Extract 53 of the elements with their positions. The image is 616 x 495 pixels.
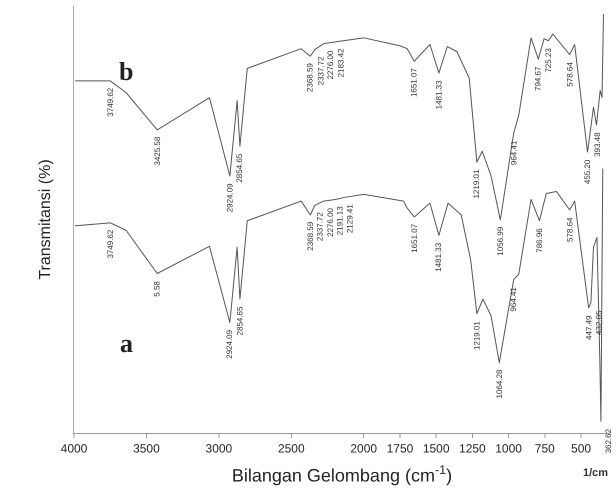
annotation: 1651.07 [410, 223, 419, 253]
y-axis-title: Transmitansi (%) [36, 159, 54, 280]
x-tick-label: 750 [534, 441, 556, 456]
annotation: 3749.62 [106, 87, 115, 117]
annotation: 393.48 [593, 132, 602, 157]
text: a [120, 329, 133, 358]
annotation: 2368.59 [306, 62, 315, 92]
x-tick-label: 3500 [133, 441, 160, 456]
x-tick-label: 2000 [350, 441, 378, 456]
x-tick-label: 1500 [422, 441, 450, 456]
annotation: 2854.65 [235, 306, 244, 336]
annotation: 2854.65 [235, 153, 244, 183]
annotation: 794.67 [534, 66, 543, 92]
x-tick-label: 1000 [495, 441, 522, 456]
annotation: 725.23 [544, 48, 554, 73]
annotation: 2191.13 [335, 206, 344, 236]
annotation: 578.64 [566, 62, 575, 87]
annotation: 362.62 [604, 428, 613, 454]
annotation: 447.49 [584, 314, 594, 340]
annotation: 455.20 [582, 159, 592, 184]
annotation: 2337.72 [316, 212, 325, 242]
x-tick-label: 4000 [60, 441, 88, 456]
annotation: 1056.99 [496, 226, 505, 256]
series-label: b [119, 57, 134, 86]
annotation: 1481.33 [434, 242, 443, 272]
annotation: 1064.28 [495, 368, 504, 398]
annotation: 2924.09 [225, 182, 234, 212]
annotation: 2924.09 [224, 329, 234, 359]
annotation: 2129.41 [346, 204, 355, 234]
annotation: 2276.00 [326, 50, 336, 80]
annotation: 1219.01 [472, 320, 482, 350]
x-tick-label: 3000 [206, 441, 233, 456]
annotation: 2337.72 [316, 56, 326, 86]
x-tick-label: 1750 [386, 441, 414, 456]
annotation: 1651.07 [410, 68, 419, 98]
annotation: 964.41 [508, 286, 518, 312]
x-axis-title: Bilangan Gelombang (cm$^{-1}$) [232, 462, 452, 486]
text: 1/cm [583, 467, 608, 479]
annotation: 1219.01 [472, 169, 482, 199]
annotation: 3749.62 [106, 229, 115, 259]
annotation: 2183.42 [336, 48, 346, 78]
annotation: 964.41 [509, 140, 518, 166]
annotation: 786.96 [535, 228, 544, 253]
annotation: 432.05 [594, 310, 604, 335]
x-tick-label: 500 [571, 441, 592, 456]
annotation: 3425.58 [152, 136, 162, 166]
annotation: 5.58 [152, 280, 162, 297]
annotation: 2368.59 [306, 221, 315, 251]
x-tick-label: 1250 [459, 441, 486, 456]
annotation: 1481.33 [434, 80, 444, 110]
x-tick-label: 2500 [278, 441, 305, 456]
annotation: 2276.00 [326, 207, 335, 237]
annotation: 578.64 [565, 216, 574, 242]
